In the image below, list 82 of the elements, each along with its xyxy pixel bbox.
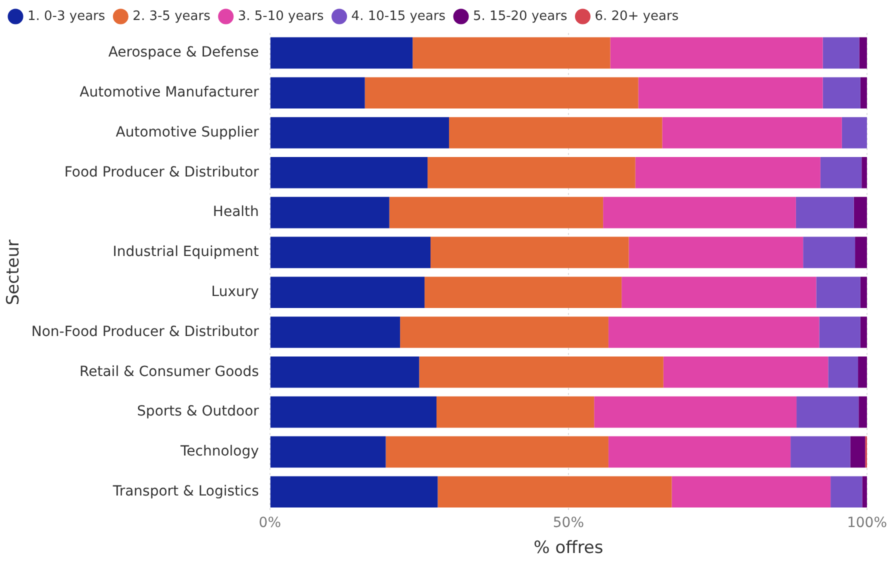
bar: [672, 476, 831, 508]
bar: [270, 117, 450, 148]
legend-label: 6. 20+ years: [594, 8, 679, 24]
bar: [594, 396, 797, 428]
bar: [855, 236, 867, 268]
bar: [638, 77, 823, 108]
x-tick-label: 100%: [846, 514, 888, 531]
bar: [820, 157, 862, 188]
bar: [822, 77, 860, 108]
bar: [430, 236, 629, 268]
bar: [389, 196, 604, 228]
bar: [854, 196, 867, 228]
legend-label: 3. 5-10 years: [238, 8, 324, 24]
bar: [270, 276, 425, 308]
y-tick-label: Sports & Outdoor: [137, 404, 260, 420]
x-tick-label: 0%: [258, 514, 282, 531]
legend-label: 5. 15-20 years: [473, 8, 568, 24]
bar: [449, 117, 662, 148]
y-axis-title: Secteur: [4, 240, 24, 306]
bar: [270, 157, 428, 188]
y-tick-label: Automotive Manufacturer: [80, 84, 260, 100]
bar: [796, 396, 859, 428]
bar: [270, 196, 390, 228]
legend-label: 2. 3-5 years: [132, 8, 211, 24]
bar: [419, 356, 664, 388]
bar: [663, 356, 828, 388]
bar: [386, 436, 608, 468]
bar: [270, 316, 400, 348]
bar: [436, 396, 594, 428]
y-tick-label: Technology: [179, 444, 259, 460]
bar: [819, 316, 860, 348]
bar: [270, 396, 436, 428]
y-tick-label: Health: [212, 204, 259, 220]
bar: [858, 356, 867, 388]
x-axis-title: % offres: [534, 538, 604, 558]
bar: [830, 476, 862, 508]
bar: [860, 316, 867, 348]
bar: [662, 117, 842, 148]
bar: [822, 37, 860, 69]
y-tick-label: Food Producer & Distributor: [64, 164, 260, 180]
bar: [860, 276, 867, 308]
bar: [270, 356, 420, 388]
bar: [270, 476, 438, 508]
bar: [862, 157, 867, 188]
bar: [828, 356, 858, 388]
legend-label: 4. 10-15 years: [351, 8, 446, 24]
bar: [424, 276, 622, 308]
bar: [610, 37, 823, 69]
bar: [862, 476, 867, 508]
legend-label: 1. 0-3 years: [28, 8, 106, 24]
bar: [859, 37, 867, 69]
bar: [270, 77, 365, 108]
bar: [796, 196, 854, 228]
bar: [842, 117, 867, 148]
bar: [860, 77, 867, 108]
bar: [803, 236, 856, 268]
bar: [270, 236, 431, 268]
bar: [412, 37, 610, 69]
bar: [858, 396, 867, 428]
bar: [438, 476, 672, 508]
y-tick-label: Industrial Equipment: [112, 244, 260, 260]
y-tick-label: Retail & Consumer Goods: [80, 364, 259, 380]
bar: [622, 276, 816, 308]
y-tick-label: Luxury: [211, 284, 259, 300]
bar: [850, 436, 866, 468]
bar: [790, 436, 850, 468]
y-tick-label: Aerospace & Defense: [108, 44, 259, 61]
y-tick-label: Non-Food Producer & Distributor: [31, 324, 260, 340]
bar: [270, 436, 386, 468]
bar: [428, 157, 636, 188]
y-tick-label: Transport & Logistics: [112, 483, 259, 500]
bar: [608, 436, 791, 468]
bar: [608, 316, 820, 348]
y-tick-label: Automotive Supplier: [116, 124, 260, 140]
bar: [603, 196, 796, 228]
x-tick-label: 50%: [552, 514, 584, 531]
bar: [270, 37, 413, 69]
bar: [400, 316, 608, 348]
bar: [816, 276, 860, 308]
bar: [364, 77, 638, 108]
bar: [635, 157, 820, 188]
bar: [628, 236, 804, 268]
